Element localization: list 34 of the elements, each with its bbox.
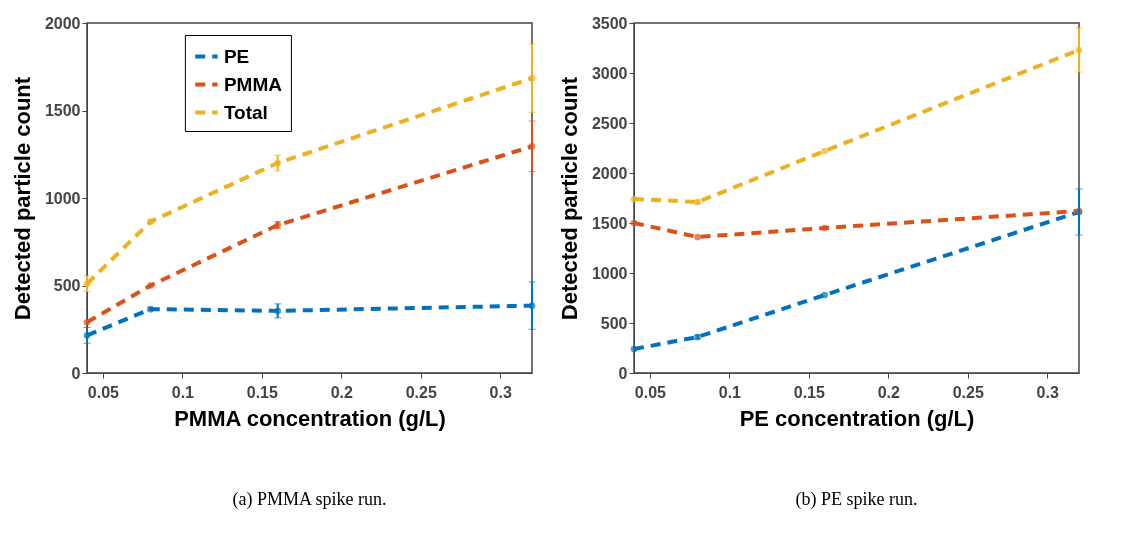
legend-label: PMMA	[223, 73, 283, 95]
x-tick-label: 0.25	[405, 383, 437, 401]
text: (a) PMMA spike run.	[232, 489, 387, 510]
y-tick-label: 0	[618, 364, 628, 382]
y-tick-label: 1500	[44, 102, 81, 119]
text: (b) PE spike run.	[795, 489, 918, 510]
x-axis-title: PE concentration (g/L)	[739, 405, 975, 431]
x-tick-label: 0.3	[1036, 383, 1059, 401]
y-tick-label: 2000	[591, 164, 628, 182]
y-tick-label: 2500	[591, 114, 628, 132]
y-axis-title: Detected particle count	[9, 76, 35, 321]
x-tick-label: 0.3	[489, 383, 512, 401]
x-tick-label: 0.1	[718, 383, 742, 401]
y-axis-title: Detected particle count	[556, 76, 582, 321]
y-tick-label: 500	[53, 277, 81, 294]
y-tick-label: 1000	[591, 264, 628, 282]
x-tick-label: 0.15	[246, 383, 278, 401]
legend-label: PE	[223, 45, 250, 67]
y-tick-label: 0	[71, 364, 81, 382]
x-tick-label: 0.15	[793, 383, 825, 401]
x-tick-label: 0.25	[952, 383, 984, 401]
y-tick-label: 2000	[44, 14, 81, 32]
x-tick-label: 0.05	[634, 383, 667, 401]
x-tick-label: 0.1	[171, 383, 195, 401]
x-tick-label: 0.2	[877, 383, 900, 401]
x-tick-label: 0.2	[330, 383, 353, 401]
y-tick-label: 3000	[591, 64, 628, 82]
x-axis-title: PMMA concentration (g/L)	[174, 405, 446, 431]
y-tick-label: 500	[600, 314, 628, 332]
y-tick-label: 1000	[44, 189, 81, 207]
x-tick-label: 0.05	[87, 383, 120, 401]
legend-label: Total	[223, 101, 268, 123]
y-tick-label: 3500	[591, 14, 628, 32]
y-tick-label: 1500	[591, 214, 628, 232]
